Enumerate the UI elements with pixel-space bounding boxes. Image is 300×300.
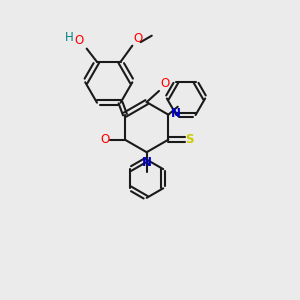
Text: O: O <box>160 77 169 90</box>
Text: N: N <box>171 107 181 120</box>
Text: O: O <box>74 34 84 47</box>
Text: O: O <box>100 133 110 146</box>
Text: N: N <box>142 156 152 169</box>
Text: S: S <box>185 133 194 146</box>
Text: H: H <box>65 31 74 44</box>
Text: O: O <box>133 32 142 45</box>
